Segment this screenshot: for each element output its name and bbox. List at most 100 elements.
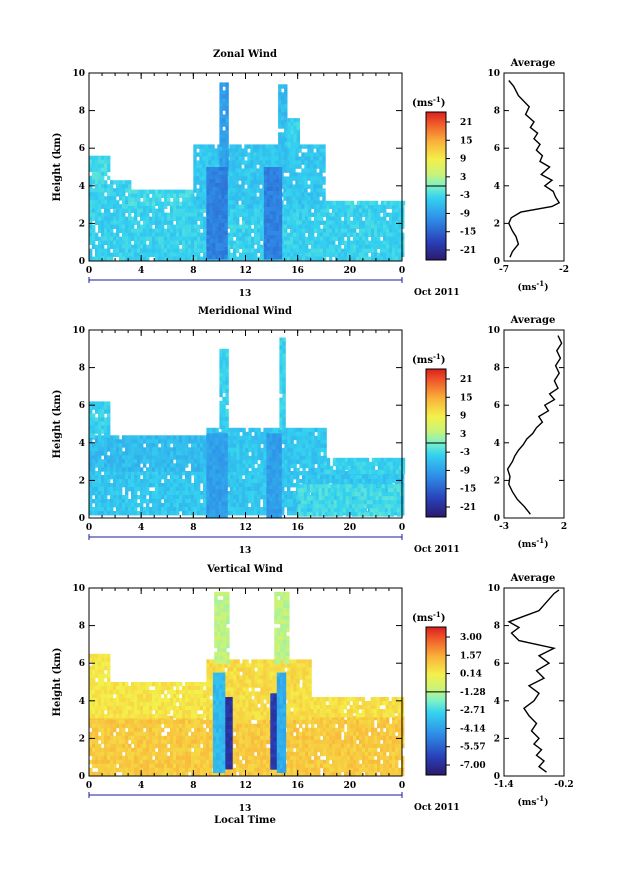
heatmap-cell: [128, 511, 131, 515]
heatmap-cell: [302, 257, 305, 261]
heatmap-cell: [119, 511, 122, 515]
heatmap-cell: [263, 444, 266, 448]
heatmap-cell: [176, 455, 179, 459]
heatmap-cell: [292, 184, 295, 188]
heatmap-cell: [273, 251, 276, 255]
heatmap-cell: [200, 209, 203, 213]
heatmap-cell: [173, 435, 176, 439]
heatmap-cell: [316, 152, 319, 156]
heatmap-cell: [350, 205, 353, 209]
heatmap-cell: [314, 257, 317, 261]
heatmap-cell: [202, 180, 205, 184]
heatmap-cell: [143, 451, 146, 455]
heatmap-cell: [250, 176, 253, 180]
heatmap-cell: [257, 440, 260, 444]
heatmap-cell: [282, 378, 285, 382]
heatmap-cell: [122, 229, 125, 233]
heatmap-cell: [212, 428, 215, 432]
heatmap-cell: [362, 253, 365, 257]
heatmap-cell: [295, 148, 298, 152]
heatmap-cell: [254, 444, 257, 448]
heatmap-cell: [225, 409, 228, 413]
heatmap-cell: [301, 160, 304, 164]
heatmap-cell: [316, 172, 319, 176]
heatmap-cell: [383, 209, 386, 213]
heatmap-cell: [134, 463, 137, 467]
heatmap-cell: [225, 417, 228, 421]
heatmap-cell: [392, 217, 395, 221]
heatmap-cell: [323, 225, 326, 229]
heatmap-cell: [281, 136, 284, 140]
heatmap-cell: [119, 241, 122, 245]
heatmap-cell: [173, 217, 176, 221]
heatmap-cell: [299, 460, 302, 464]
heatmap-cell: [332, 253, 335, 257]
heatmap-cell: [131, 190, 134, 194]
heatmap-cell: [368, 209, 371, 213]
heatmap-cell: [219, 349, 222, 353]
heatmap-cell: [389, 233, 392, 237]
heatmap-cell: [389, 217, 392, 221]
heatmap-cell: [164, 455, 167, 459]
heatmap-cell: [276, 199, 279, 203]
heatmap-cell: [242, 440, 245, 444]
heatmap-cell: [203, 451, 206, 455]
heatmap-cell: [219, 365, 222, 369]
heatmap-cell: [194, 495, 197, 499]
heatmap-cell: [95, 217, 98, 221]
heatmap-cell: [239, 460, 242, 464]
heatmap-cell: [179, 475, 182, 479]
heatmap-cell: [253, 184, 256, 188]
heatmap-cell: [282, 346, 285, 350]
heatmap-cell: [149, 451, 152, 455]
heatmap-cell: [143, 233, 146, 237]
heatmap-cell: [215, 428, 218, 432]
heatmap-cell: [304, 164, 307, 168]
heatmap-cell: [378, 466, 381, 470]
heatmap-cell: [146, 491, 149, 495]
heatmap-cell: [282, 342, 285, 346]
heatmap-cell: [267, 215, 270, 219]
heatmap-cell: [265, 144, 268, 148]
heatmap-cell: [161, 249, 164, 253]
heatmap-cell: [164, 229, 167, 233]
heatmap-cell: [149, 479, 152, 483]
heatmap-cell: [302, 249, 305, 253]
heatmap-cell: [235, 200, 238, 204]
heatmap-cell: [282, 370, 285, 374]
heatmap-cell: [332, 233, 335, 237]
heatmap-cell: [176, 229, 179, 233]
heatmap-cell: [270, 223, 273, 227]
heatmap-cell: [182, 491, 185, 495]
heatmap-cell: [313, 160, 316, 164]
heatmap-cell: [371, 229, 374, 233]
heatmap-cell: [182, 202, 185, 206]
heatmap-cell: [222, 405, 225, 409]
heatmap-cell: [119, 184, 122, 188]
heatmap-cell: [176, 245, 179, 249]
heatmap-cell: [95, 200, 98, 204]
heatmap-cell: [143, 237, 146, 241]
heatmap-cell: [257, 479, 260, 483]
heatmap-cell: [219, 138, 222, 142]
heatmap-cell: [203, 245, 206, 249]
heatmap-cell: [101, 160, 104, 164]
heatmap-cell: [264, 231, 267, 235]
heatmap-cell: [137, 253, 140, 257]
heatmap-cell: [314, 460, 317, 464]
heatmap-cell: [113, 196, 116, 200]
heatmap-cell: [211, 148, 214, 152]
heatmap-cell: [359, 241, 362, 245]
heatmap-cell: [241, 180, 244, 184]
heatmap-cell: [152, 233, 155, 237]
heatmap-cell: [125, 245, 128, 249]
heatmap-cell: [98, 217, 101, 221]
heatmap-cell: [158, 249, 161, 253]
heatmap-cell: [257, 448, 260, 452]
heatmap-cell: [250, 152, 253, 156]
heatmap-cell: [298, 164, 301, 168]
heatmap-cell: [260, 507, 263, 511]
heatmap-cell: [152, 237, 155, 241]
heatmap-cell: [155, 245, 158, 249]
heatmap-cell: [238, 160, 241, 164]
